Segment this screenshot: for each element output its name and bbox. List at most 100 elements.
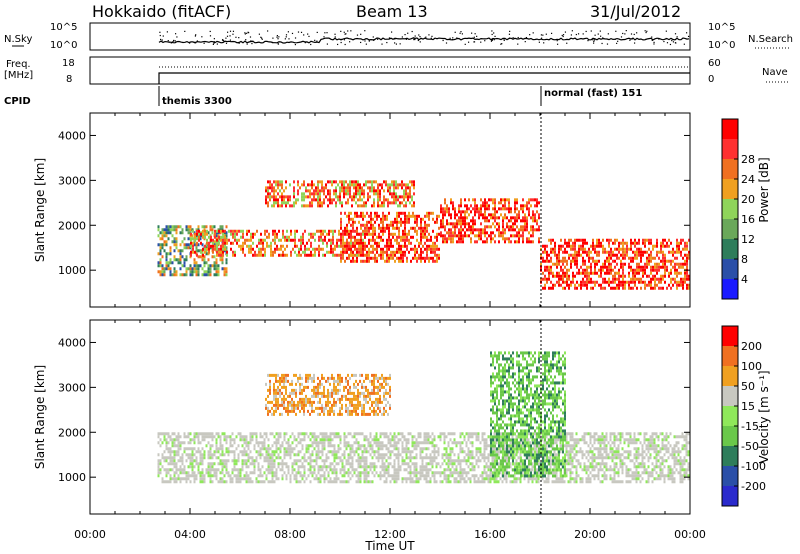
echo-cell	[297, 183, 299, 187]
echo-cell	[210, 238, 212, 242]
echo-cell	[347, 201, 349, 205]
echo-cell	[400, 256, 402, 260]
echo-cell	[195, 435, 198, 439]
echo-cell	[173, 471, 176, 475]
echo-cell	[230, 247, 232, 251]
echo-cell	[371, 189, 373, 193]
echo-cell	[434, 247, 436, 251]
echo-cell	[190, 244, 192, 248]
echo-cell	[498, 201, 500, 205]
echo-cell	[263, 480, 266, 484]
echo-cell	[197, 435, 200, 439]
echo-cell	[462, 222, 464, 226]
echo-cell	[473, 468, 476, 472]
echo-cell	[267, 204, 269, 208]
echo-cell	[231, 480, 234, 484]
echo-cell	[416, 232, 418, 236]
echo-cell	[610, 268, 612, 272]
echo-cell	[574, 247, 576, 251]
echo-cell	[301, 474, 304, 478]
echo-cell	[640, 253, 642, 257]
echo-cell	[456, 240, 458, 244]
echo-cell	[492, 213, 494, 217]
echo-cell	[422, 235, 424, 239]
echo-cell	[483, 438, 486, 442]
echo-cell	[219, 255, 222, 259]
echo-cell	[402, 211, 404, 215]
noise-dot	[493, 32, 495, 34]
echo-cell	[454, 225, 456, 229]
echo-cell	[626, 280, 628, 284]
echo-cell	[374, 229, 376, 233]
echo-cell	[445, 480, 448, 484]
echo-cell	[243, 435, 246, 439]
echo-cell	[566, 250, 568, 254]
echo-cell	[398, 211, 400, 215]
echo-cell	[393, 459, 396, 463]
echo-cell	[622, 271, 624, 275]
echo-cell	[282, 232, 284, 236]
echo-cell	[356, 226, 358, 230]
echo-cell	[684, 277, 686, 281]
echo-cell	[325, 186, 327, 190]
echo-cell	[175, 471, 178, 475]
echo-cell	[606, 256, 608, 260]
echo-cell	[604, 271, 606, 275]
echo-cell	[193, 459, 196, 463]
echo-cell	[534, 213, 536, 217]
echo-cell	[542, 250, 544, 254]
echo-cell	[271, 183, 273, 187]
echo-cell	[260, 253, 262, 257]
echo-cell	[485, 477, 488, 481]
echo-cell	[654, 283, 656, 287]
echo-cell	[372, 250, 374, 254]
echo-cell	[206, 238, 208, 242]
echo-cell	[355, 480, 358, 484]
echo-cell	[518, 210, 520, 214]
noise-dot	[494, 35, 496, 37]
noise-dot	[194, 35, 197, 37]
echo-cell	[644, 280, 646, 284]
echo-cell	[602, 238, 604, 242]
echo-cell	[277, 201, 279, 205]
echo-cell	[185, 225, 188, 229]
echo-cell	[397, 474, 400, 478]
echo-cell	[616, 271, 618, 275]
noise-dot	[629, 39, 631, 41]
echo-cell	[527, 477, 530, 481]
echo-cell	[570, 247, 572, 251]
echo-cell	[544, 250, 546, 254]
echo-cell	[372, 217, 374, 221]
echo-cell	[275, 477, 278, 481]
echo-cell	[474, 204, 476, 208]
echo-cell	[666, 244, 668, 248]
echo-cell	[610, 253, 612, 257]
echo-cell	[540, 277, 542, 281]
echo-cell	[254, 232, 256, 236]
echo-cell	[424, 259, 426, 263]
echo-cell	[185, 477, 188, 481]
echo-cell	[387, 471, 390, 475]
echo-cell	[331, 450, 334, 454]
echo-cell	[471, 468, 474, 472]
echo-cell	[201, 447, 204, 451]
echo-cell	[474, 219, 476, 223]
echo-cell	[558, 253, 560, 257]
echo-cell	[327, 198, 329, 202]
echo-cell	[177, 441, 180, 445]
echo-cell	[462, 219, 464, 223]
echo-cell	[193, 438, 196, 442]
echo-cell	[259, 471, 262, 475]
echo-cell	[388, 256, 390, 260]
echo-cell	[309, 465, 312, 469]
echo-cell	[405, 186, 407, 190]
noise-dot	[607, 33, 609, 35]
echo-cell	[353, 186, 355, 190]
echo-cell	[341, 465, 344, 469]
echo-cell	[447, 453, 450, 457]
echo-cell	[243, 462, 246, 466]
echo-cell	[241, 465, 244, 469]
echo-cell	[358, 250, 360, 254]
echo-cell	[357, 459, 360, 463]
noise-dot	[480, 41, 482, 43]
